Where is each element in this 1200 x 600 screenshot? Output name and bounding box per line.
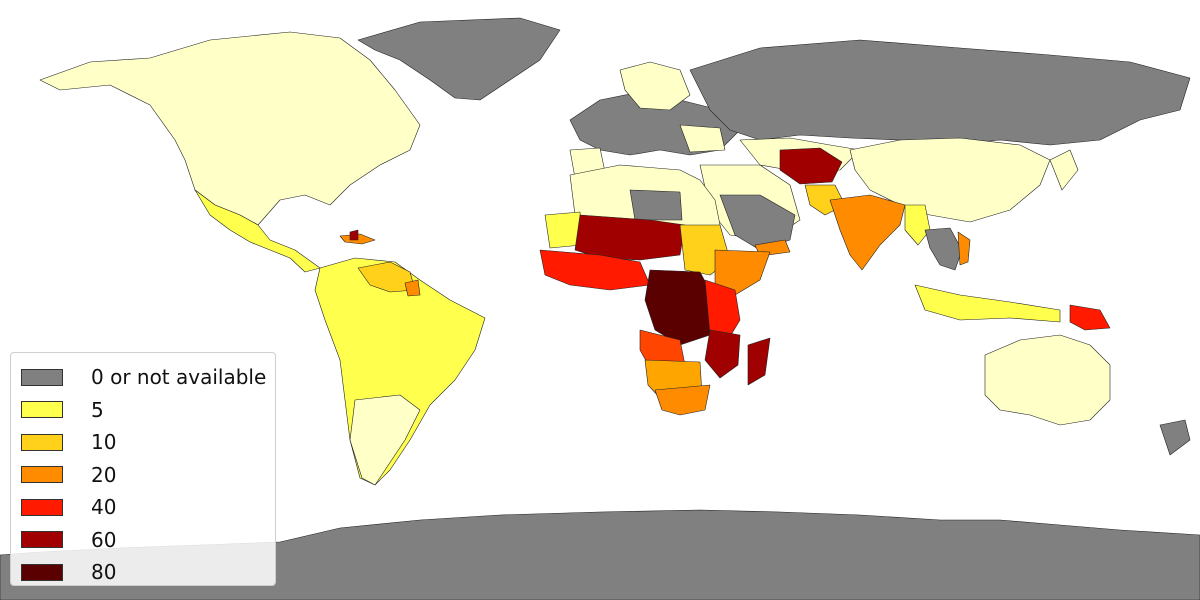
region-central-africa: [644, 269, 716, 346]
legend-item: 80: [11, 556, 275, 589]
map-legend: 0 or not available 5 10 20 40 60 80: [10, 352, 276, 586]
region-bangladesh-myanmar: [904, 204, 931, 246]
region-japan-korea: [1049, 149, 1079, 191]
legend-label: 5: [91, 397, 104, 422]
legend-swatch: [21, 531, 63, 549]
region-afghanistan-tajikistan: [779, 147, 843, 185]
region-north-america: [39, 31, 421, 226]
region-south-america: [314, 257, 486, 486]
region-greenland: [357, 17, 561, 101]
legend-label: 80: [91, 560, 117, 585]
region-haiti: [349, 229, 359, 241]
region-libya-egypt: [629, 189, 683, 221]
legend-item: 20: [11, 459, 275, 492]
legend-swatch: [21, 433, 63, 451]
region-suriname: [404, 279, 421, 297]
legend-item: 5: [11, 394, 275, 427]
region-west-africa-coast: [539, 249, 651, 291]
region-horn-of-africa: [714, 249, 771, 296]
region-scandinavia: [619, 61, 691, 111]
legend-item: 10: [11, 426, 275, 459]
region-indochina: [924, 227, 963, 271]
region-eastern-europe: [679, 124, 726, 153]
region-mozambique-malawi: [704, 329, 741, 379]
region-south-america-south: [349, 394, 421, 486]
legend-label: 60: [91, 527, 117, 552]
legend-label: 20: [91, 462, 117, 487]
legend-label: 0 or not available: [91, 365, 267, 390]
region-papua-new-guinea: [1069, 304, 1111, 331]
legend-label: 10: [91, 430, 117, 455]
region-south-africa: [654, 384, 711, 416]
legend-swatch: [21, 563, 63, 581]
region-sahel: [574, 214, 686, 261]
region-australia: [984, 334, 1111, 426]
legend-item: 60: [11, 524, 275, 557]
legend-swatch: [21, 466, 63, 484]
legend-item: 40: [11, 491, 275, 524]
region-central-america: [194, 189, 321, 273]
region-china: [849, 137, 1051, 223]
legend-swatch: [21, 498, 63, 516]
legend-swatch: [21, 368, 63, 386]
region-vietnam: [957, 231, 971, 266]
region-indonesia: [914, 284, 1061, 323]
region-saudi-arabia: [719, 194, 796, 251]
region-new-zealand: [1159, 419, 1191, 456]
region-russia: [689, 39, 1191, 146]
legend-item: 0 or not available: [11, 361, 275, 394]
region-madagascar: [747, 337, 771, 386]
legend-swatch: [21, 401, 63, 419]
region-india: [829, 194, 906, 271]
region-east-africa: [704, 279, 741, 346]
legend-label: 40: [91, 495, 117, 520]
